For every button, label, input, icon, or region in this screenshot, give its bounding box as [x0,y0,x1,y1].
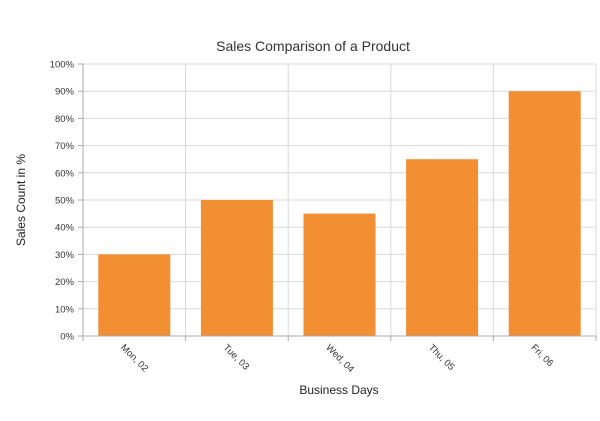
x-axis-title: Business Days [299,383,378,397]
x-tick-label: Wed, 04 [323,342,356,375]
bar [200,200,273,336]
bar [406,159,479,336]
bar [508,91,581,336]
bar [98,254,171,336]
x-tick-label: Thu, 05 [426,342,457,373]
bars [98,91,581,336]
y-tick-label: 70% [55,141,75,152]
y-tick-label: 50% [55,196,75,207]
axes [78,63,597,341]
y-tick-labels: 0% 10% 20% 30% 40% 50% 60% 70% 80% 90% 100% [50,60,75,343]
x-tick-label: Tue, 03 [221,342,251,372]
y-tick-label: 10% [55,304,75,315]
x-tick-label: Fri, 06 [529,342,556,369]
y-tick-label: 40% [55,223,75,234]
bar [303,213,376,336]
y-tick-label: 0% [60,332,74,343]
x-tick-labels: Mon, 02 Tue, 03 Wed, 04 Thu, 05 Fri, 06 [118,342,555,375]
y-tick-label: 20% [55,277,75,288]
y-axis-title: Sales Count in % [14,154,28,246]
y-tick-label: 90% [55,87,75,98]
y-tick-label: 100% [50,60,75,71]
y-tick-label: 30% [55,250,75,261]
chart-title: Sales Comparison of a Product [216,38,410,54]
x-tick-label: Mon, 02 [118,342,150,374]
y-tick-label: 60% [55,168,75,179]
y-tick-label: 80% [55,114,75,125]
gridlines [83,63,597,336]
